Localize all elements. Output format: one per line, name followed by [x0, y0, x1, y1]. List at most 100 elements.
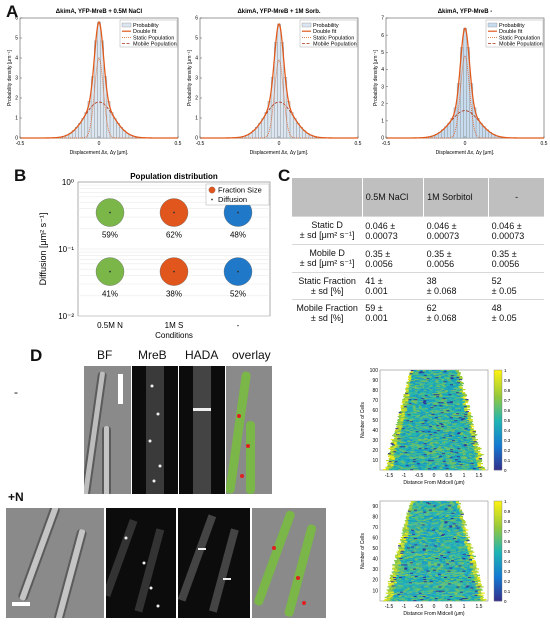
heatmap-cell — [398, 457, 402, 459]
heatmap-cell — [415, 536, 419, 539]
heatmap-cell — [402, 598, 406, 601]
heatmap-cell — [471, 570, 475, 572]
heatmap-cell — [437, 525, 441, 527]
heatmap-cell — [434, 565, 438, 567]
heatmap-cell — [467, 440, 471, 442]
heatmap-cell — [411, 390, 415, 392]
heatmap-cell — [446, 574, 451, 576]
heatmap-cell — [407, 577, 411, 580]
heatmap-cell — [429, 553, 434, 555]
heatmap-cell — [446, 381, 450, 383]
heatmap-cell — [403, 442, 407, 444]
heatmap-cell — [460, 536, 464, 539]
heatmap-cell — [408, 436, 413, 438]
heatmap-cell — [459, 557, 463, 560]
heatmap-cell — [424, 547, 429, 549]
heatmap-cell — [442, 398, 446, 400]
legend-entry: Double fit — [133, 29, 157, 35]
heatmap-cell — [419, 417, 424, 419]
heatmap-cell — [446, 567, 450, 569]
heatmap-cell — [426, 553, 431, 555]
heatmap-cell — [416, 556, 420, 559]
heatmap-cell — [459, 578, 463, 581]
x-tick-label: 0.5 — [541, 141, 548, 147]
heatmap-cell — [405, 594, 409, 596]
heatmap-cell — [457, 396, 461, 398]
heatmap-cell — [423, 516, 428, 519]
heatmap-cell — [471, 596, 475, 599]
heatmap-cell — [418, 467, 422, 469]
heatmap-cell — [413, 469, 417, 471]
heatmap-cell — [408, 590, 412, 592]
heatmap-cell — [441, 530, 445, 532]
heatmap-cell — [444, 447, 448, 449]
heatmap-cell — [461, 595, 465, 597]
heatmap-cell — [408, 393, 412, 395]
heatmap-cell — [445, 518, 449, 521]
heatmap-cell — [415, 374, 419, 376]
heatmap-cell — [400, 468, 404, 470]
heatmap-cell — [412, 409, 417, 411]
heatmap-cell — [399, 598, 403, 601]
heatmap-cell — [406, 444, 410, 446]
heatmap-cell — [444, 558, 449, 561]
heatmap-cell — [474, 446, 478, 448]
heatmap-cell — [404, 564, 408, 566]
heatmap-cell — [414, 388, 418, 390]
heatmap-cell — [461, 534, 466, 536]
heatmap-cell — [416, 435, 420, 437]
heatmap-cell — [455, 567, 459, 569]
heatmap-cell — [415, 518, 419, 521]
heatmap-cell — [462, 403, 466, 405]
heatmap-cell — [455, 532, 459, 534]
heatmap-cell — [444, 581, 449, 583]
heatmap-cell — [478, 461, 482, 463]
heatmap-cell — [469, 562, 474, 564]
heatmap-cell — [417, 517, 421, 520]
heatmap-cell — [413, 523, 417, 525]
heatmap-cell — [436, 524, 440, 526]
heatmap-cell — [425, 589, 429, 591]
heatmap-cell — [399, 590, 403, 592]
heatmap-cell — [478, 455, 482, 457]
heatmap-cell — [447, 569, 452, 571]
heatmap-cell — [412, 442, 416, 444]
heatmap-cell — [414, 399, 418, 401]
heatmap-cell — [405, 393, 409, 395]
heatmap-cell — [467, 597, 471, 600]
heatmap-cell — [467, 548, 471, 550]
table-cell-line: 41 ± — [365, 276, 383, 286]
table-header-cell — [292, 178, 363, 217]
heatmap-cell — [456, 546, 460, 548]
heatmap-cell — [422, 542, 426, 544]
y-tick-label: 80 — [372, 388, 378, 394]
heatmap-cell — [410, 412, 414, 414]
heatmap-cell — [405, 387, 409, 389]
heatmap-cell — [412, 383, 416, 385]
heatmap-cell — [418, 372, 422, 374]
heatmap-cell — [396, 581, 401, 583]
heatmap-cell — [406, 588, 410, 590]
heatmap-cell — [463, 588, 467, 590]
heatmap-cell — [411, 464, 415, 466]
heatmap-cell — [410, 466, 414, 468]
heatmap-cell — [453, 433, 458, 435]
heatmap-cell — [413, 529, 418, 531]
heatmap-cell — [478, 588, 482, 590]
heatmap-cell — [455, 597, 459, 600]
heatmap-cell — [430, 547, 435, 549]
x-tick-label: 0.5 — [175, 141, 182, 147]
heatmap-cell — [452, 543, 456, 545]
heatmap-cell — [435, 454, 439, 456]
heatmap-cell — [431, 532, 435, 534]
heatmap-cell — [433, 568, 438, 570]
heatmap-cell — [440, 599, 444, 602]
heatmap-cell — [469, 458, 473, 460]
heatmap-cell — [447, 558, 452, 561]
heatmap-cell — [472, 585, 476, 587]
heatmap-cell — [426, 578, 430, 581]
heatmap-cell — [417, 578, 421, 581]
heatmap-cell — [423, 530, 427, 532]
heatmap-cell — [394, 461, 398, 463]
heatmap-cell — [426, 393, 430, 395]
